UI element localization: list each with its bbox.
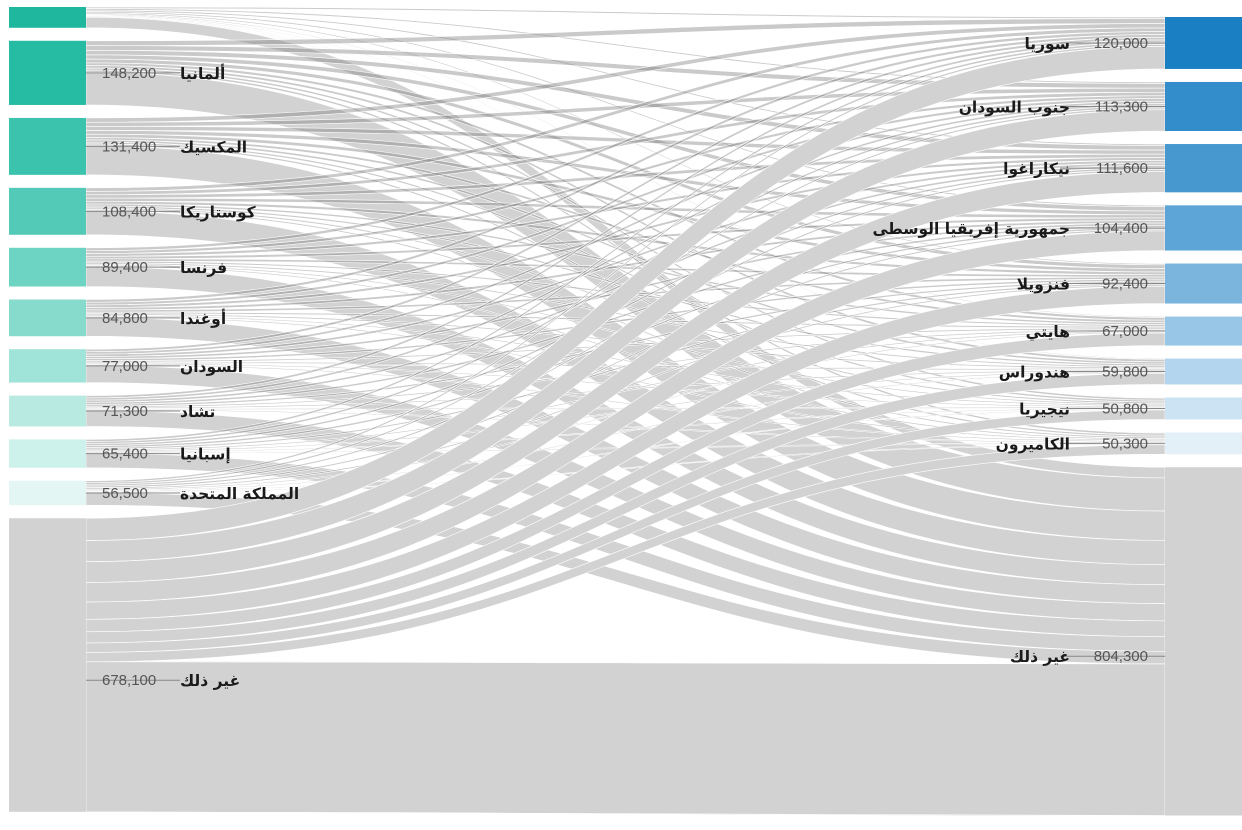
- left-node-value: 84,800: [102, 310, 148, 327]
- right-node-R5: [1165, 316, 1242, 346]
- right-node-label: نيجيريا: [1019, 400, 1070, 418]
- left-node-label: السودان: [180, 358, 243, 376]
- flow-L10-R3: [85, 230, 1166, 603]
- left-node-value: 65,400: [102, 446, 148, 463]
- right-node-R2: [1165, 144, 1242, 193]
- right-node-value: 804,300: [1094, 648, 1148, 665]
- right-node-R7: [1165, 397, 1242, 420]
- left-node-label: كوستاريكا: [180, 203, 257, 221]
- right-node-label: سوريا: [1024, 35, 1070, 53]
- left-node-label: فرنسا: [180, 259, 227, 277]
- left-node-L6: [9, 349, 86, 383]
- right-node-R9: [1165, 467, 1242, 816]
- right-node-label: جمهورية إفريقيا الوسطى: [872, 220, 1070, 238]
- left-node-value: 56,500: [102, 485, 148, 502]
- right-node-value: 50,300: [1102, 435, 1148, 452]
- right-node-value: 111,600: [1096, 160, 1148, 177]
- left-node-label: إسبانيا: [180, 446, 231, 464]
- left-node-value: 89,400: [102, 259, 148, 276]
- flows: [85, 6, 1166, 816]
- right-node-label: جنوب السودان: [959, 98, 1070, 116]
- right-node-label: فنزويلا: [1017, 276, 1070, 294]
- flow-L10-R8: [85, 444, 1166, 663]
- right-node-value: 50,800: [1102, 400, 1148, 417]
- right-node-R8: [1165, 432, 1242, 455]
- left-node-L10: [9, 518, 86, 812]
- right-node-value: 104,400: [1094, 220, 1148, 237]
- left-node-value: 131,400: [102, 138, 156, 155]
- left-node-value: 108,400: [102, 203, 156, 220]
- right-node-R6: [1165, 358, 1242, 385]
- right-node-R1: [1165, 81, 1242, 132]
- left-node-label: المكسيك: [180, 138, 247, 156]
- flow-L10-R7: [85, 409, 1166, 653]
- left-node-label: ألمانيا: [180, 64, 225, 83]
- left-node-label: تشاد: [180, 403, 215, 421]
- left-node-value: 77,000: [102, 358, 148, 375]
- nodes: 148,200 ألمانيا 131,400 المكسيك 108,400 كوستا…: [9, 7, 1242, 816]
- right-node-label: هندوراس: [999, 364, 1070, 382]
- flow-L10-R1: [85, 109, 1166, 563]
- flow-L10-R9: [85, 661, 1166, 816]
- right-node-R3: [1165, 205, 1242, 251]
- left-node-L4: [9, 247, 86, 287]
- flow-L10-R6: [85, 372, 1166, 644]
- left-node-L8: [9, 439, 86, 468]
- flow-L10-R2: [85, 171, 1166, 583]
- right-node-value: 59,800: [1102, 364, 1148, 381]
- left-node-value: 678,100: [102, 672, 156, 689]
- right-node-R0: [1165, 17, 1242, 69]
- right-node-label: غير ذلك: [1010, 648, 1070, 666]
- left-node-L0: [9, 7, 86, 28]
- left-node-L1: [9, 40, 86, 105]
- left-node-value: 148,200: [102, 65, 156, 82]
- left-node-label: أوغندا: [180, 309, 226, 328]
- left-node-label: غير ذلك: [180, 672, 240, 690]
- left-node-label: المملكة المتحدة: [180, 485, 299, 503]
- right-node-value: 92,400: [1102, 276, 1148, 293]
- right-node-label: هايتي: [1026, 323, 1070, 342]
- right-node-value: 120,000: [1094, 35, 1148, 52]
- right-node-label: الكاميرون: [996, 435, 1070, 453]
- left-node-value: 71,300: [102, 403, 148, 420]
- right-node-value: 113,300: [1095, 98, 1148, 115]
- left-node-L3: [9, 187, 86, 235]
- left-node-L5: [9, 299, 86, 337]
- right-node-R4: [1165, 263, 1242, 304]
- right-node-label: نيكاراغوا: [1003, 160, 1070, 178]
- left-node-L7: [9, 395, 86, 427]
- left-node-L9: [9, 480, 86, 506]
- right-node-value: 67,000: [1102, 323, 1148, 340]
- left-node-L2: [9, 117, 86, 175]
